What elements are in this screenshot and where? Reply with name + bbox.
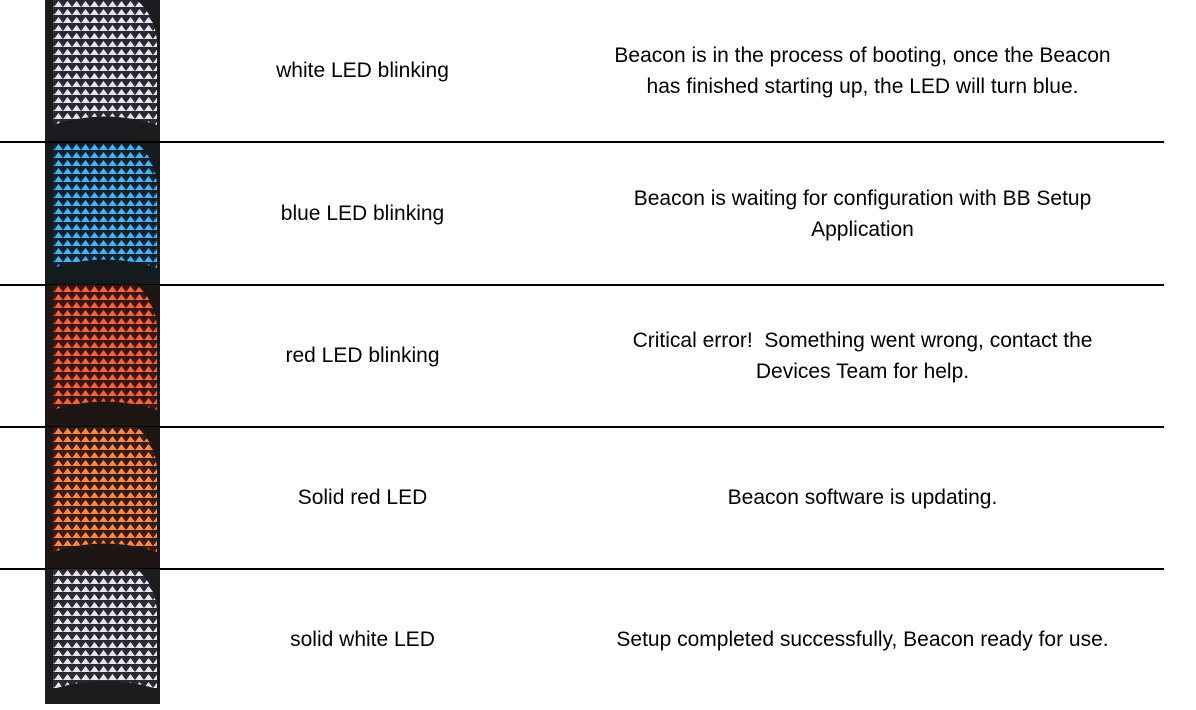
table-row: blue LED blinking Beacon is waiting for …: [0, 143, 1164, 286]
led-photo: [45, 0, 160, 141]
description: Critical error! Something went wrong, co…: [632, 328, 1099, 383]
led-photo: [45, 427, 160, 568]
state: Solid red LED: [297, 486, 428, 509]
led-photo: [45, 285, 160, 426]
led-photo: [45, 143, 160, 284]
description: Beacon is waiting for configuration with…: [633, 186, 1096, 241]
table-row: red LED blinking Critical error! Somethi…: [0, 285, 1164, 428]
state: solid white LED: [290, 628, 435, 651]
state: white LED blinking: [276, 59, 449, 82]
led-photo: [45, 569, 160, 704]
state: red LED blinking: [285, 344, 440, 367]
description: Beacon is in the process of booting, onc…: [614, 43, 1117, 98]
table-row: Solid red LED Beacon software is updatin…: [0, 427, 1164, 570]
state: blue LED blinking: [280, 202, 445, 225]
table-row: white LED blinking Beacon is in the proc…: [0, 0, 1164, 143]
description: Beacon software is updating.: [727, 486, 998, 509]
table-row: solid white LED Setup completed successf…: [0, 569, 1164, 704]
description: Setup completed successfully, Beacon rea…: [616, 628, 1109, 651]
